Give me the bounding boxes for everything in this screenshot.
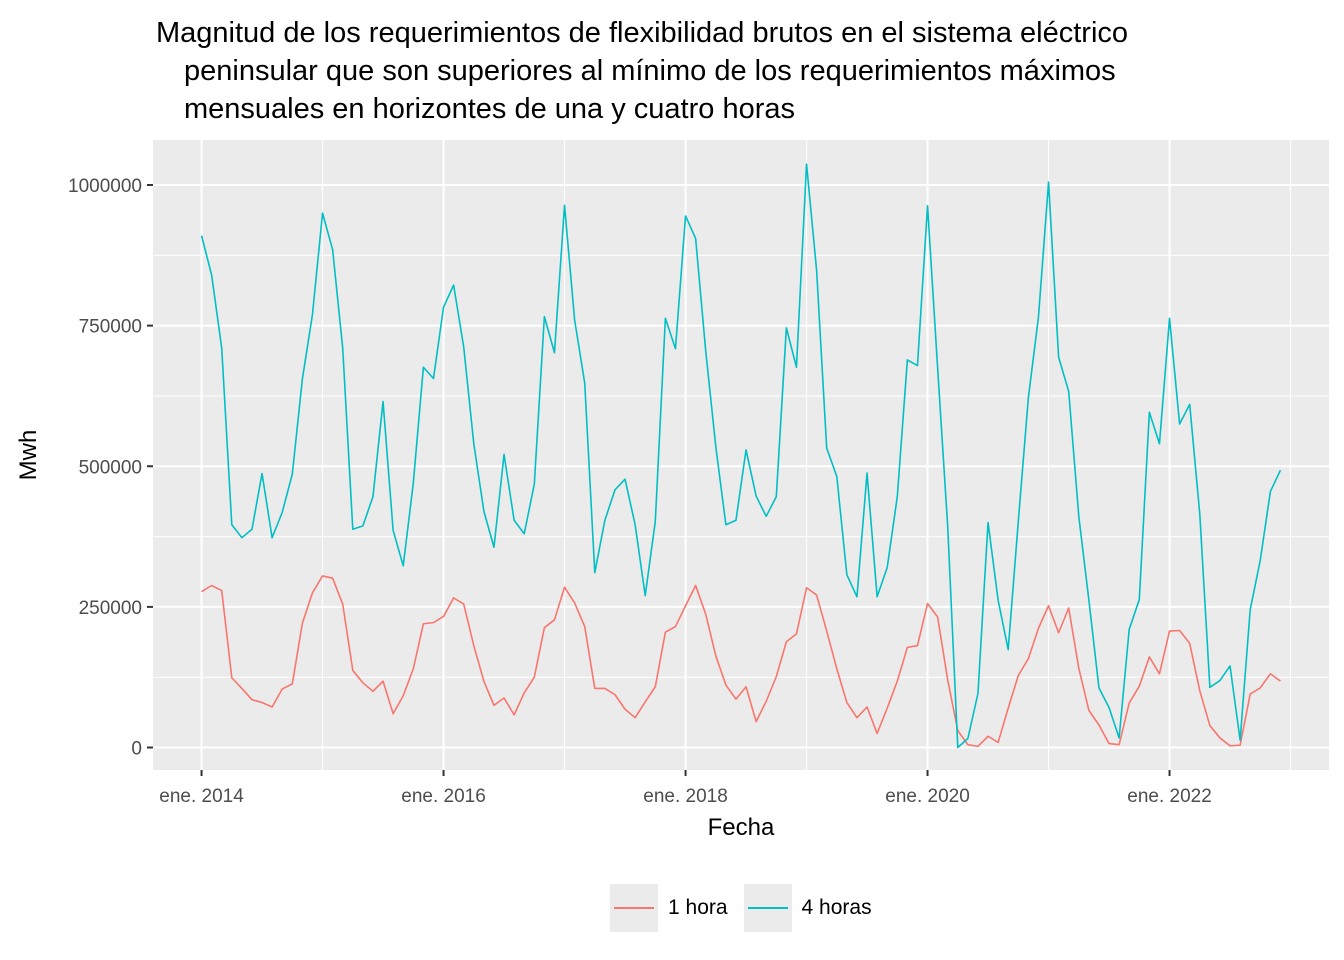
plot-panel	[153, 140, 1329, 770]
series-line-4-horas	[200, 163, 1282, 749]
legend-swatch-4-horas	[747, 907, 788, 909]
x-axis-label: Fecha	[708, 814, 775, 841]
chart-title: Magnitud de los requerimientos de flexib…	[156, 14, 1326, 128]
x-tick-label: ene. 2022	[1127, 786, 1212, 807]
x-tick-label: ene. 2020	[885, 786, 970, 807]
legend-key-1-hora	[610, 884, 658, 932]
axis-ticks: 0 250000 500000 750000 1000000 ene. 2014 ene. …	[68, 176, 1212, 807]
y-tick-label: 250000	[79, 598, 142, 619]
legend-label-4-horas: 4 horas	[801, 896, 872, 919]
chart-title-line-1: Magnitud de los requerimientos de flexib…	[156, 17, 1129, 49]
y-axis-label: Mwh	[15, 430, 42, 481]
x-tick-label: ene. 2014	[159, 786, 244, 807]
x-tick-label: ene. 2016	[401, 786, 486, 807]
series-lines	[200, 163, 1282, 749]
grid-lines	[153, 140, 1329, 770]
series-line-1-hora	[201, 575, 1281, 748]
chart-title-line-3: mensuales en horizontes de una y cuatro …	[184, 93, 795, 125]
legend-swatch-1-hora	[614, 907, 654, 909]
legend-label-1-hora: 1 hora	[668, 896, 728, 919]
legend-key-4-horas	[743, 884, 792, 932]
legend: 1 hora 4 horas	[610, 884, 888, 932]
y-tick-label: 750000	[79, 317, 142, 338]
y-tick-label: 500000	[79, 457, 142, 478]
legend-item-1-hora: 1 hora	[610, 884, 744, 932]
x-tick-label: ene. 2018	[643, 786, 728, 807]
y-tick-label: 0	[131, 739, 142, 760]
legend-item-4-horas: 4 horas	[743, 884, 888, 932]
y-tick-label: 1000000	[68, 176, 142, 197]
chart-title-line-2: peninsular que son superiores al mínimo …	[184, 55, 1116, 87]
